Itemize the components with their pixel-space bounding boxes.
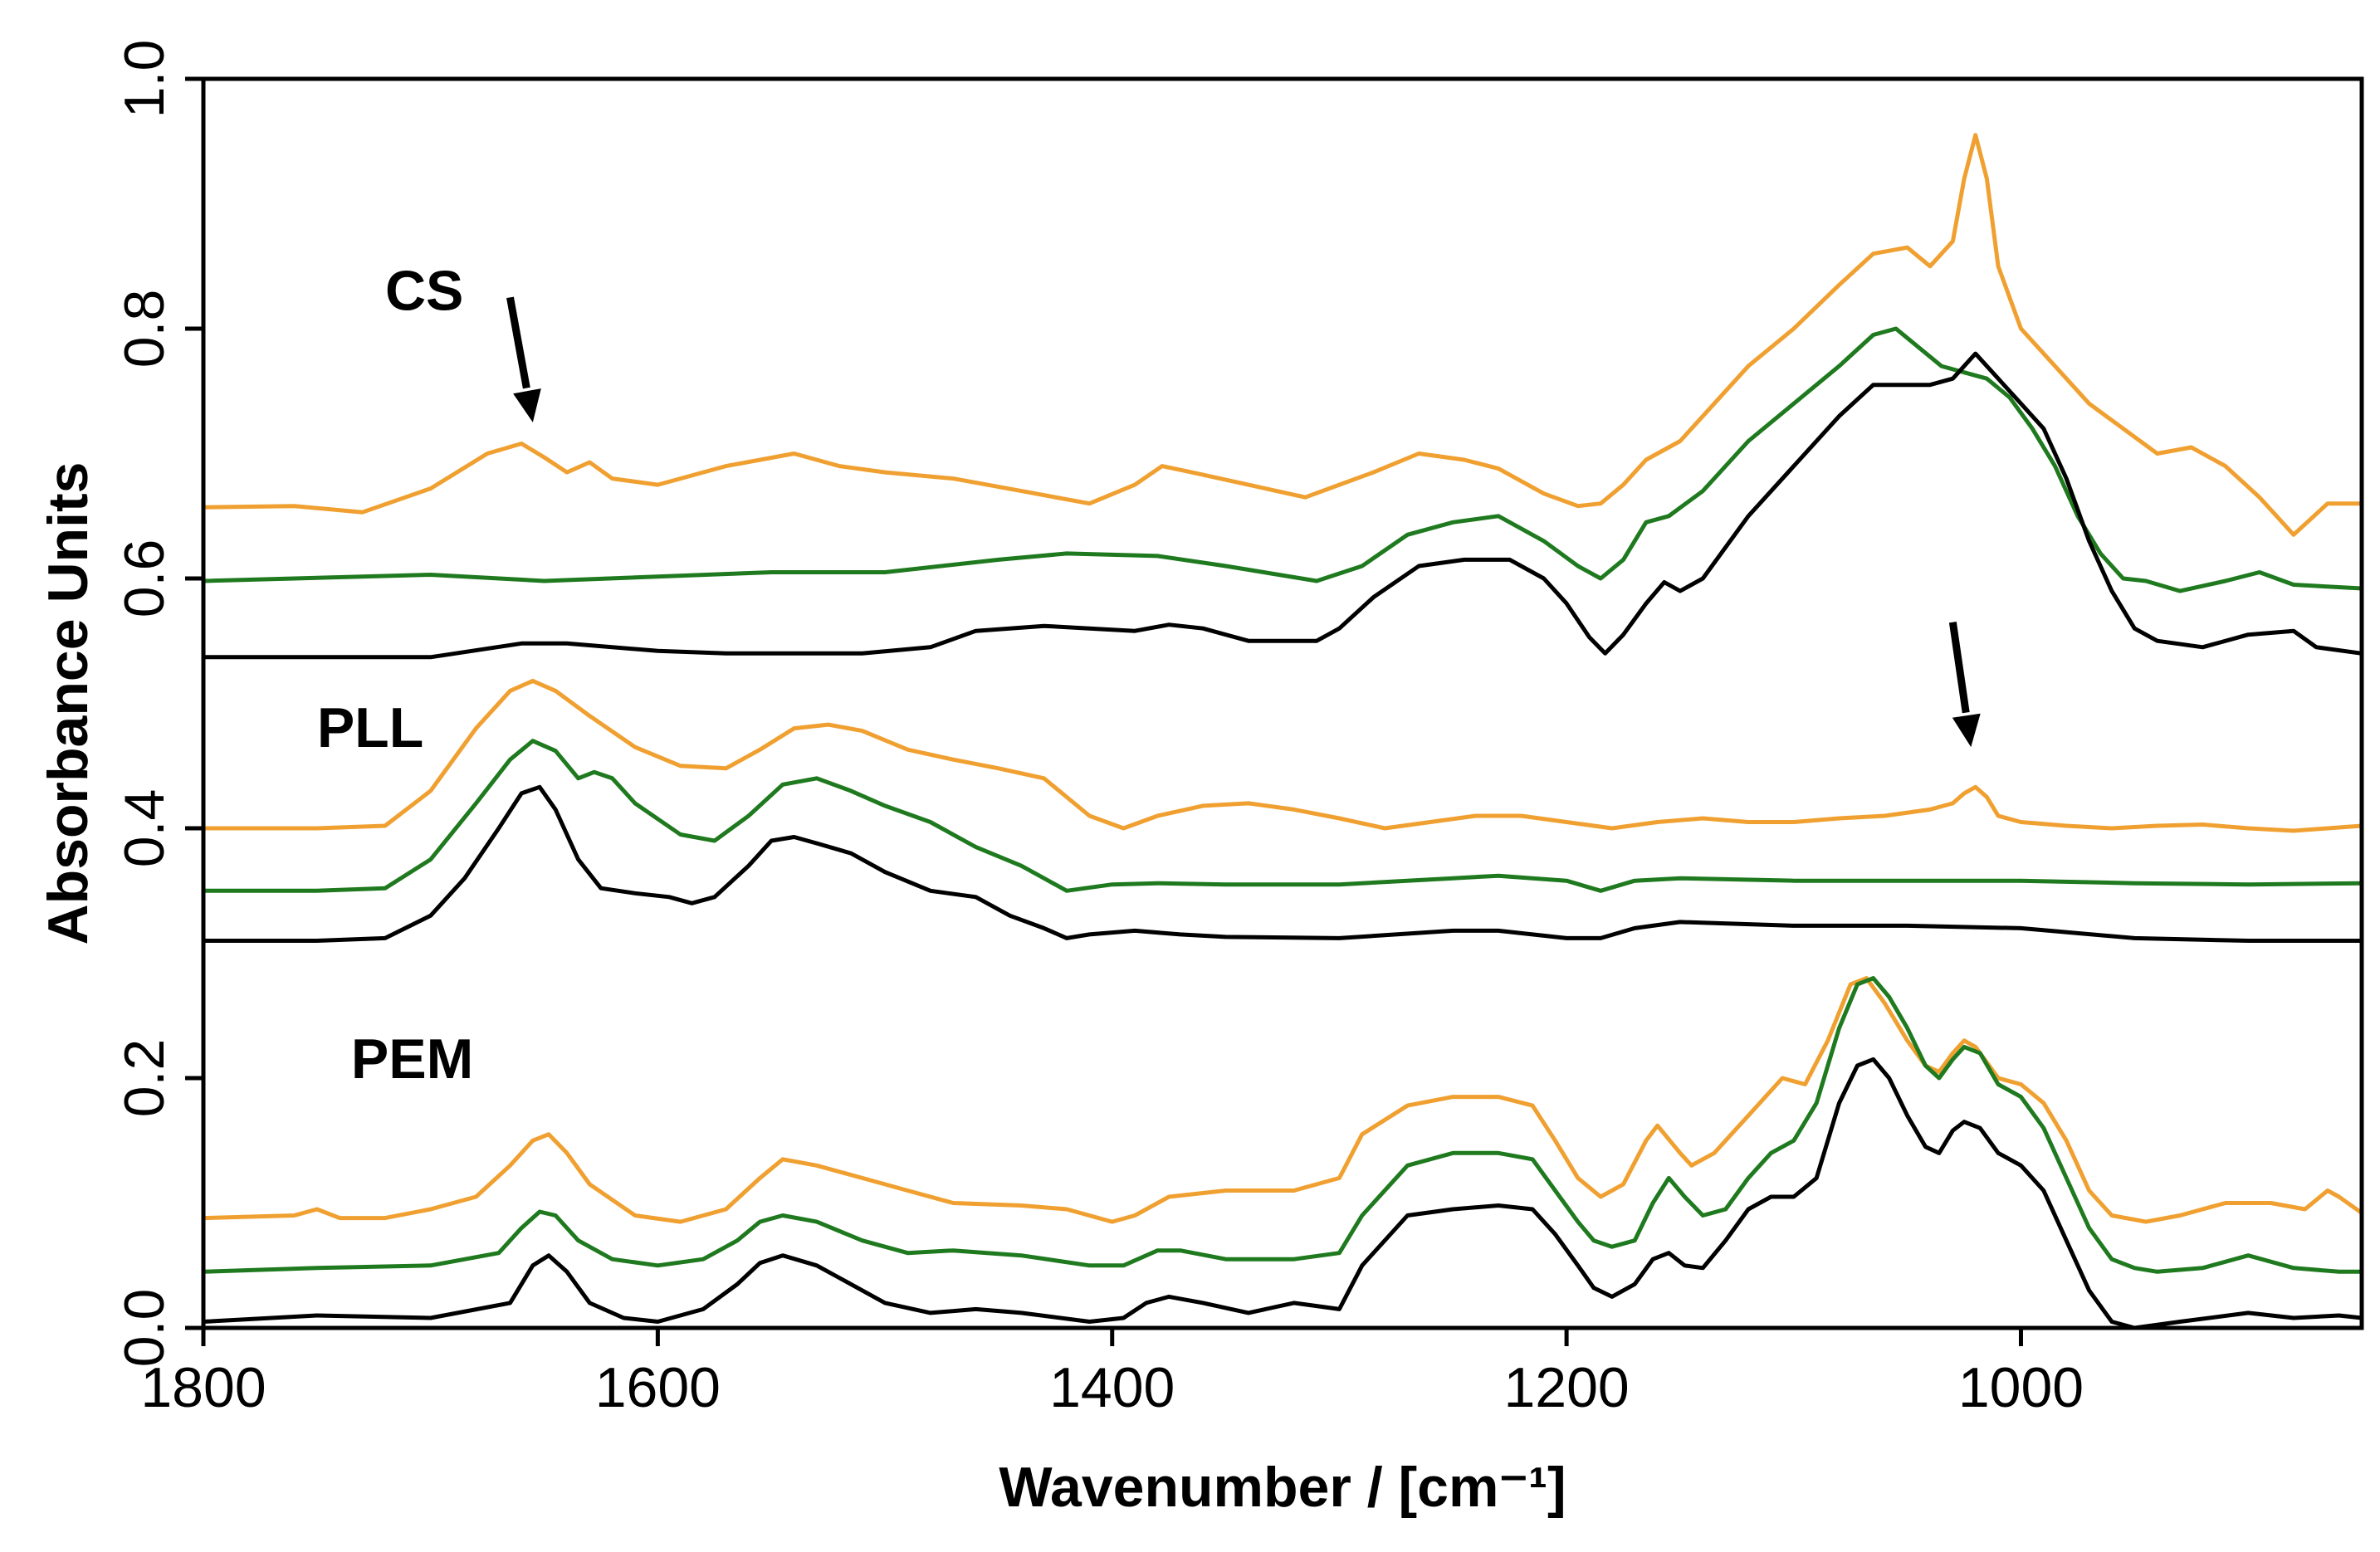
arrow-head <box>513 388 541 422</box>
group-label-pem: PEM <box>351 1027 473 1091</box>
series-line-pll-orange <box>201 678 2364 833</box>
series-line-pem-green <box>201 976 2364 1274</box>
group-label-cs: CS <box>385 259 463 322</box>
x-tick-label: 1800 <box>140 1356 266 1419</box>
x-tick-label: 1000 <box>1958 1356 2084 1419</box>
x-tick-label: 1600 <box>595 1356 721 1419</box>
series-line-cs-green <box>201 326 2364 593</box>
series-line-pll-black <box>201 784 2364 943</box>
x-tick-label: 1200 <box>1503 1356 1629 1419</box>
group-label-pll: PLL <box>317 696 423 759</box>
arrow-annotation <box>1948 622 1981 748</box>
series-line-pem-black <box>201 1057 2364 1330</box>
series-line-cs-orange <box>201 133 2364 537</box>
arrow-shaft <box>1948 622 1970 714</box>
annotation-layer: CS PLL PEM <box>317 259 1981 1091</box>
plot-frame <box>201 76 2364 1330</box>
y-tick-label: 0.2 <box>113 1039 176 1118</box>
y-tick-label: 0.4 <box>113 789 176 868</box>
x-tick-label: 1400 <box>1049 1356 1175 1419</box>
arrow-shaft <box>506 296 530 389</box>
series-line-cs-black <box>201 351 2364 660</box>
series-line-pem-orange <box>201 976 2364 1224</box>
y-tick-label: 1.0 <box>113 40 176 119</box>
x-axis: 1800 1600 1400 1200 1000 <box>140 1328 2084 1419</box>
series-line-pll-green <box>201 739 2364 893</box>
x-axis-title: Wavenumber / [cm⁻¹] <box>999 1456 1566 1519</box>
y-axis: 0.0 0.2 0.4 0.6 0.8 1.0 <box>113 40 203 1368</box>
series-layer <box>201 133 2364 1330</box>
y-tick-label: 0.6 <box>113 539 176 618</box>
y-tick-label: 0.8 <box>113 290 176 368</box>
y-tick-label: 0.0 <box>113 1289 176 1368</box>
y-axis-title: Absorbance Units <box>37 462 100 945</box>
arrow-head <box>1952 713 1981 748</box>
arrow-annotation <box>506 296 541 422</box>
